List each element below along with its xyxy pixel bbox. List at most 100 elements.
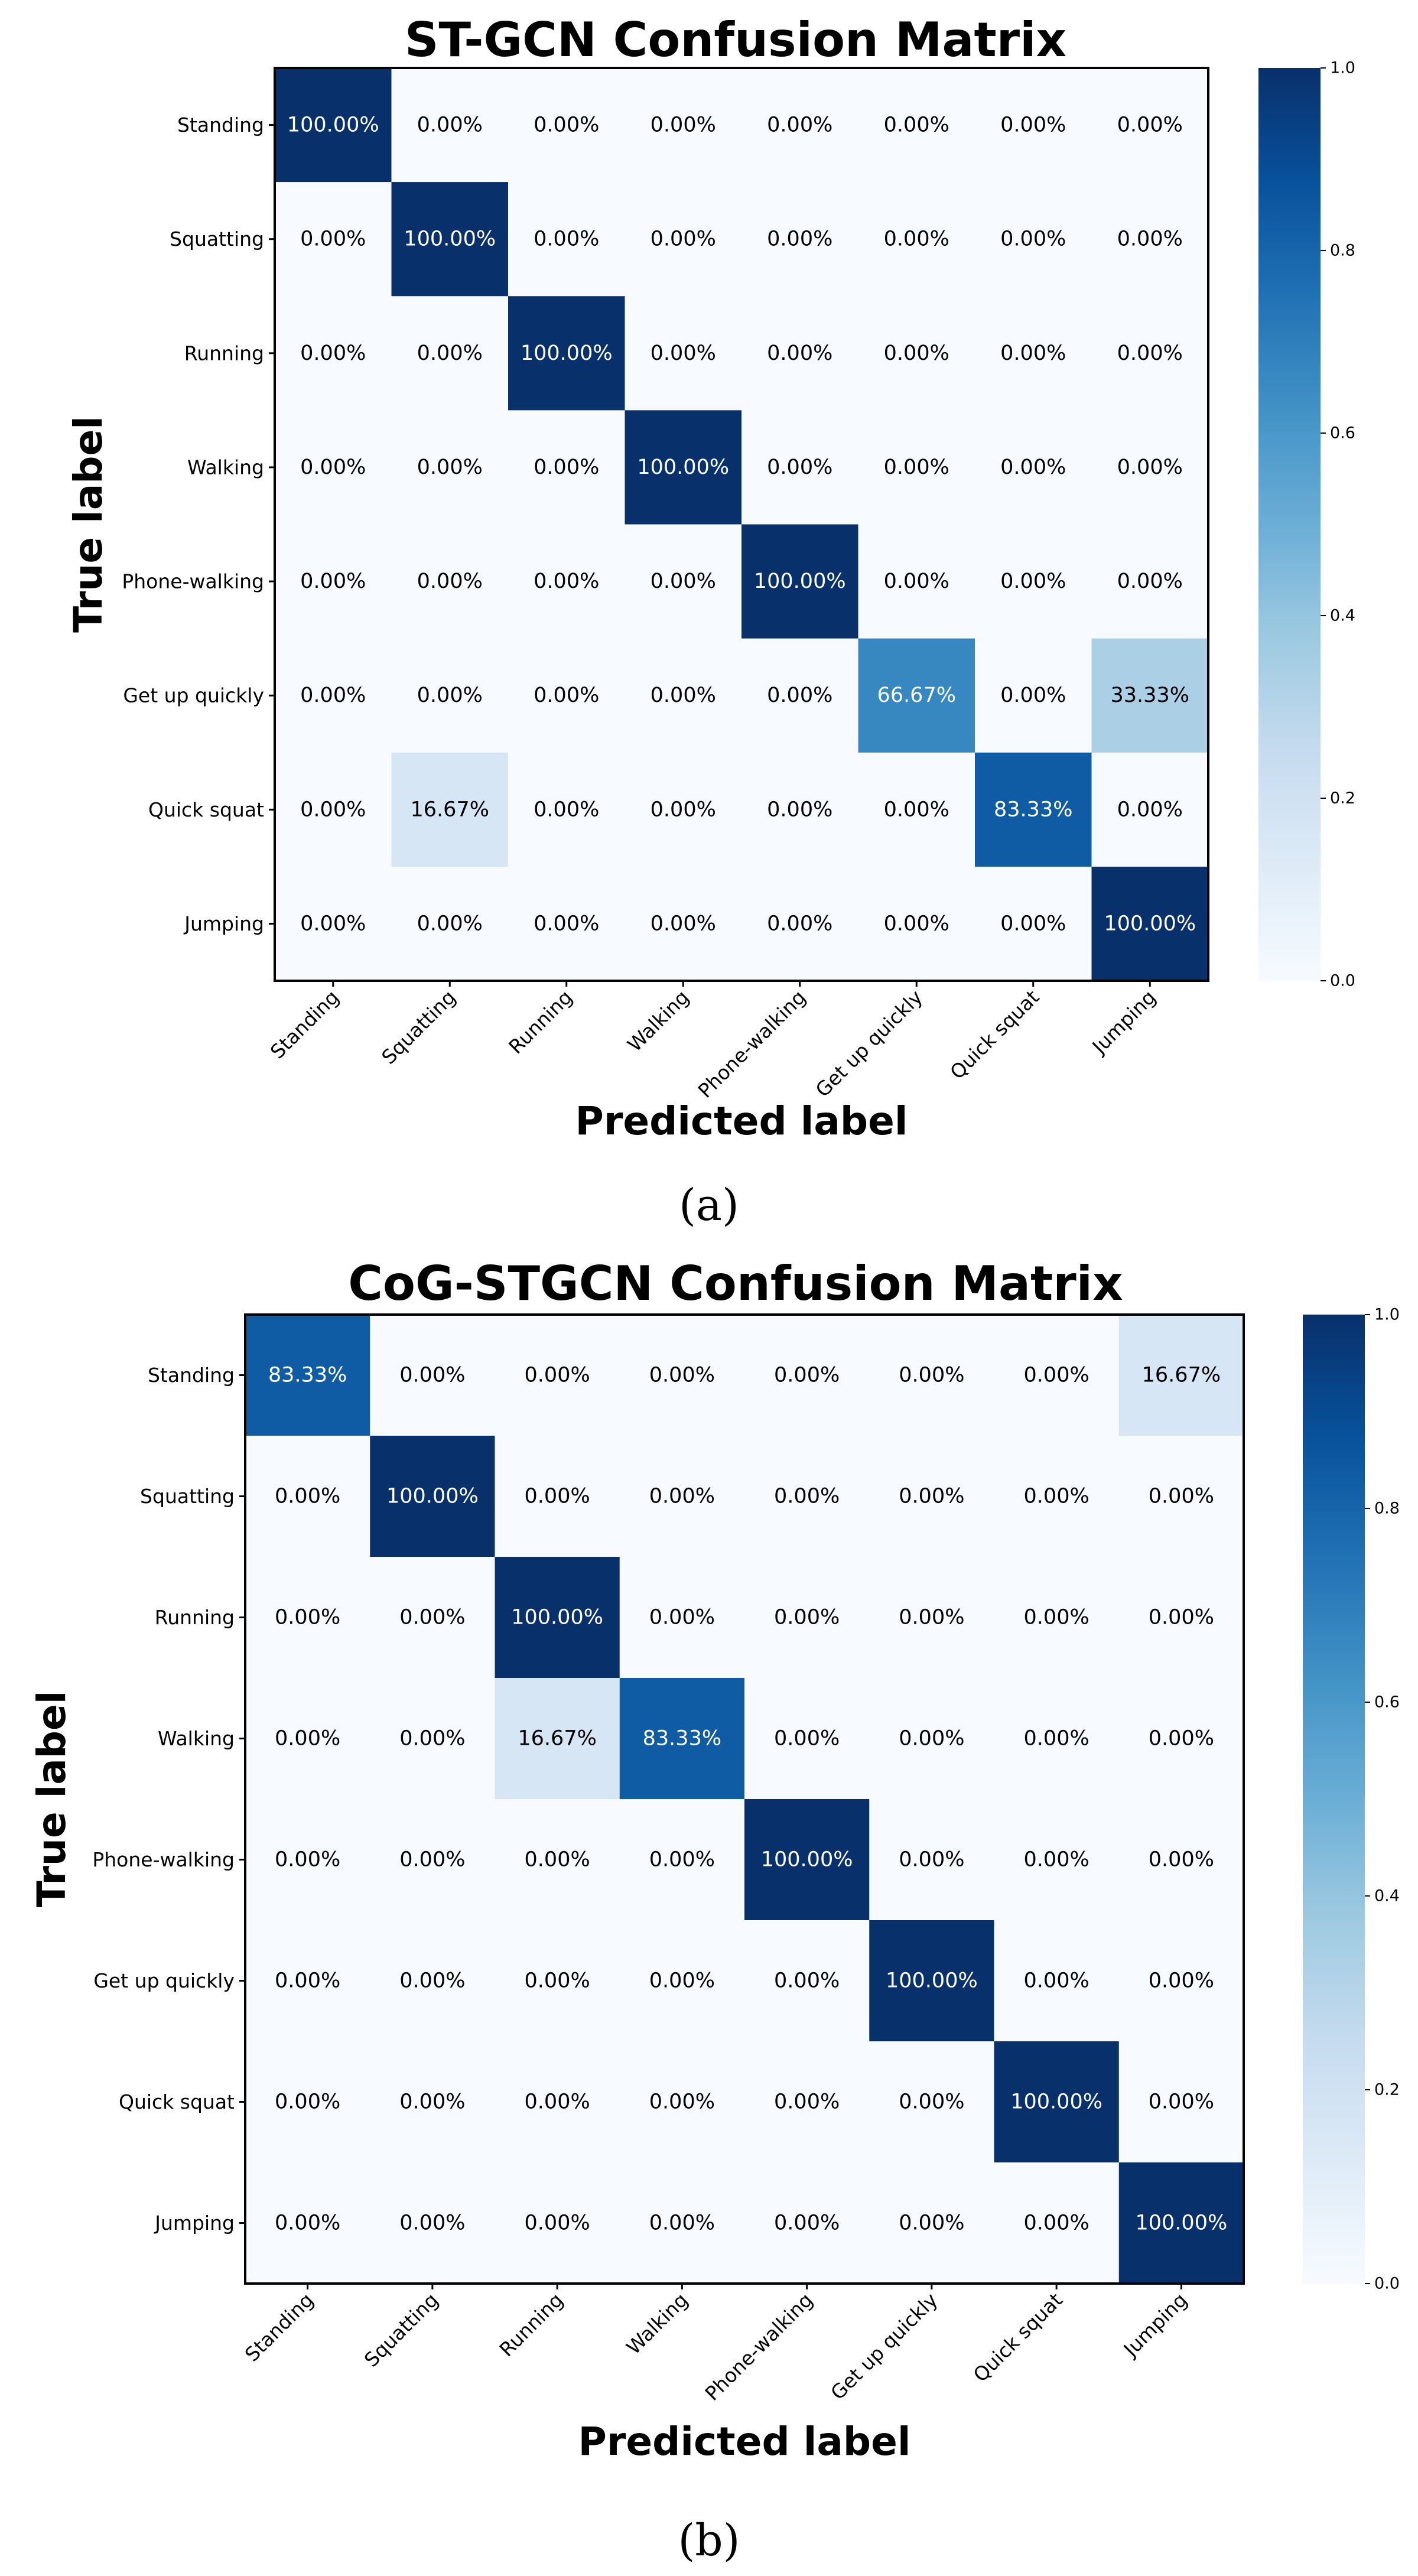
heatmap-cell [495, 1920, 620, 2042]
cell-value-label: 0.00% [884, 456, 949, 479]
cell-value-label: 0.00% [649, 2090, 715, 2114]
cell-value-label: 0.00% [1000, 570, 1066, 593]
x-tick-label: Walking [623, 985, 694, 1056]
y-tick-label: Quick squat [148, 798, 264, 821]
confusion-matrix-panel-b: CoG-STGCN Confusion Matrix 83.33% 0.00% 0.… [29, 1256, 1400, 2566]
chart-title: CoG-STGCN Confusion Matrix [348, 1256, 1123, 1311]
cell-value-label: 0.00% [399, 2090, 465, 2114]
heatmap-cell [741, 866, 858, 981]
heatmap-cell [744, 1799, 870, 1921]
cell-value-label: 0.00% [399, 1727, 465, 1751]
cell-value-label: 0.00% [525, 2211, 590, 2235]
heatmap-cell [619, 1920, 745, 2042]
colorbar-tick-label: 0.6 [1374, 1693, 1400, 1712]
heatmap-cell [1091, 866, 1209, 981]
heatmap-cell [245, 1799, 370, 1921]
cell-value-label: 0.00% [767, 912, 832, 935]
heatmap-cell [508, 524, 625, 639]
heatmap-cell [245, 2162, 370, 2284]
x-tick-label: Running [495, 2288, 568, 2361]
cell-value-label: 0.00% [899, 2090, 964, 2114]
heatmap-cell [975, 68, 1092, 183]
x-tick-label: Jumping [1087, 985, 1160, 1059]
heatmap-cell [391, 638, 509, 753]
heatmap-cell [994, 1799, 1120, 1921]
x-axis-label: Predicted label [578, 2419, 911, 2464]
heatmap-cell [741, 524, 858, 639]
heatmap-cell [744, 2162, 870, 2284]
heatmap-cell [994, 1315, 1120, 1436]
y-tick-label: Phone-walking [92, 1848, 235, 1871]
heatmap-cell [619, 1436, 745, 1557]
heatmap-cell [744, 1436, 870, 1557]
cell-value-label: 0.00% [300, 798, 366, 821]
cell-value-label: 0.00% [899, 1727, 964, 1751]
cell-value-label: 0.00% [1117, 341, 1183, 365]
colorbar-tick-label: 0.0 [1374, 2275, 1400, 2293]
heatmap-cell [994, 1436, 1120, 1557]
heatmap-cell [508, 182, 625, 297]
heatmap-cell [744, 1678, 870, 1800]
x-tick-label: Phone-walking [701, 2288, 818, 2405]
cell-value-label: 0.00% [767, 798, 832, 821]
heatmap-cell [508, 752, 625, 867]
cell-value-label: 0.00% [399, 1969, 465, 1993]
cell-value-label: 0.00% [275, 1969, 340, 1993]
heatmap-cell [619, 2162, 745, 2284]
cell-value-label: 100.00% [1010, 2090, 1102, 2114]
heatmap-cell [744, 1557, 870, 1679]
heatmap-cell [869, 2162, 994, 2284]
heatmap-cell [370, 1920, 495, 2042]
cell-value-label: 0.00% [1149, 1606, 1214, 1629]
heatmap-cell [994, 1678, 1120, 1800]
cell-value-label: 0.00% [417, 570, 483, 593]
cell-value-label: 0.00% [1117, 113, 1183, 137]
heatmap-cell [619, 1678, 745, 1800]
cell-value-label: 0.00% [884, 113, 949, 137]
colorbar-tick-label: 0.6 [1330, 424, 1355, 443]
heatmap-cell [275, 866, 392, 981]
heatmap-cell [994, 1920, 1120, 2042]
heatmap-cell [275, 296, 392, 411]
cell-value-label: 16.67% [518, 1727, 596, 1751]
cell-value-label: 0.00% [651, 341, 716, 365]
heatmap-cell [869, 1557, 994, 1679]
heatmap-cell [275, 524, 392, 639]
cell-value-label: 0.00% [1000, 113, 1066, 137]
heatmap-cell [245, 1920, 370, 2042]
cell-value-label: 0.00% [884, 227, 949, 251]
heatmap-cell [1118, 1920, 1244, 2042]
y-tick-label: Standing [148, 1364, 235, 1387]
colorbar-gradient [1258, 68, 1321, 981]
cell-value-label: 0.00% [1149, 1727, 1214, 1751]
cell-value-label: 0.00% [399, 2211, 465, 2235]
heatmap-cell [370, 1799, 495, 1921]
colorbar-tick-label: 0.8 [1330, 242, 1355, 260]
heatmap-cell [508, 410, 625, 525]
heatmap-cell [370, 2162, 495, 2284]
heatmap-cell [508, 68, 625, 183]
heatmap-cell [741, 638, 858, 753]
cell-value-label: 0.00% [774, 1606, 840, 1629]
cell-value-label: 0.00% [300, 570, 366, 593]
heatmap-cell [1118, 1799, 1244, 1921]
heatmap-cell [391, 752, 509, 867]
heatmap-cell [1091, 752, 1209, 867]
cell-value-label: 0.00% [774, 1727, 840, 1751]
cell-value-label: 100.00% [521, 341, 613, 365]
cell-value-label: 0.00% [649, 1848, 715, 1872]
cell-value-label: 0.00% [300, 227, 366, 251]
heatmap-cell [495, 2041, 620, 2163]
heatmap-cell [858, 68, 975, 183]
heatmap-cell [275, 752, 392, 867]
plot-frame [274, 67, 1209, 982]
colorbar-tick-label: 0.0 [1330, 972, 1355, 990]
heatmap-cell [275, 410, 392, 525]
heatmap-cell [245, 1436, 370, 1557]
cell-value-label: 0.00% [884, 912, 949, 935]
heatmap-cell [370, 2041, 495, 2163]
heatmap-cell [625, 296, 742, 411]
cell-value-label: 0.00% [774, 1485, 840, 1508]
heatmap-cell [1091, 182, 1209, 297]
cell-value-label: 100.00% [511, 1606, 603, 1629]
